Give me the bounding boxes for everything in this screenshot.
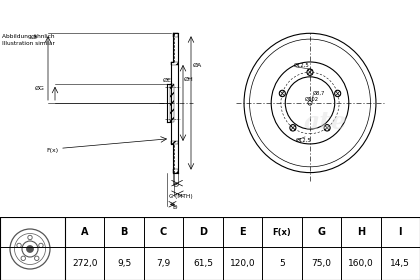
Text: 5: 5 (279, 259, 285, 268)
Text: 75,0: 75,0 (311, 259, 331, 268)
Text: ØG: ØG (35, 85, 45, 90)
Text: C (MTH): C (MTH) (169, 194, 193, 199)
Text: D: D (172, 204, 177, 209)
Text: G: G (318, 227, 326, 237)
Text: ØH: ØH (184, 77, 194, 82)
Text: A: A (81, 227, 89, 237)
Text: Ø12,5: Ø12,5 (294, 63, 310, 68)
Bar (171, 84, 174, 122)
Text: F(x): F(x) (273, 227, 291, 237)
Text: Illustration similar: Illustration similar (2, 41, 55, 46)
Text: 61,5: 61,5 (193, 259, 213, 268)
Text: B: B (174, 183, 178, 188)
Text: Ø102: Ø102 (305, 97, 319, 102)
Bar (171, 62, 178, 65)
Text: Ø12,5: Ø12,5 (296, 138, 312, 143)
Text: 120,0: 120,0 (230, 259, 255, 268)
Text: F(x): F(x) (46, 148, 58, 153)
Text: E: E (239, 227, 246, 237)
Text: 272,0: 272,0 (72, 259, 97, 268)
Text: B: B (121, 227, 128, 237)
Bar (173, 33, 178, 37)
Bar (171, 141, 178, 144)
Text: Ø8,7: Ø8,7 (313, 90, 326, 95)
Text: ØI: ØI (31, 35, 38, 40)
Text: 160,0: 160,0 (348, 259, 374, 268)
Text: ØE: ØE (163, 78, 171, 83)
Text: 7,9: 7,9 (157, 259, 171, 268)
Text: 9,5: 9,5 (117, 259, 131, 268)
Text: 14,5: 14,5 (390, 259, 410, 268)
Text: ØA: ØA (193, 62, 202, 67)
Circle shape (26, 246, 34, 253)
Bar (173, 169, 178, 172)
Text: H: H (357, 227, 365, 237)
Text: I: I (399, 227, 402, 237)
Text: C: C (160, 227, 167, 237)
Text: ate: ate (303, 110, 347, 134)
Text: Abbildung ähnlich: Abbildung ähnlich (2, 34, 55, 39)
Text: 24.0110-0110.1    410110: 24.0110-0110.1 410110 (101, 9, 319, 24)
Text: D: D (199, 227, 207, 237)
